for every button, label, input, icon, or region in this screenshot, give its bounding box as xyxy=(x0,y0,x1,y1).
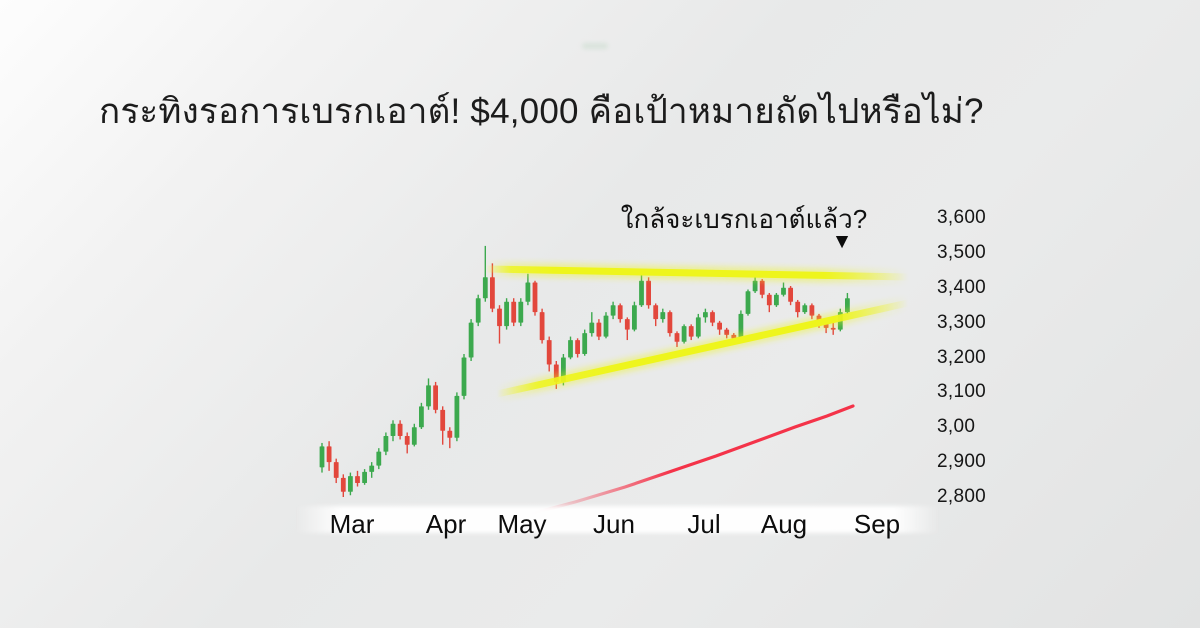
upper-trendline xyxy=(482,265,912,281)
candle-body xyxy=(724,329,730,335)
candle-body xyxy=(845,298,850,313)
candle-body xyxy=(781,287,786,295)
candle-body xyxy=(383,435,389,452)
candle-body xyxy=(788,287,793,302)
candle-body xyxy=(617,305,623,320)
candle-body xyxy=(830,327,836,330)
candle-body xyxy=(646,280,651,306)
x-axis-tick: Jun xyxy=(593,509,635,539)
candle-body xyxy=(369,465,375,472)
candle-body xyxy=(610,305,616,316)
candle-body xyxy=(795,301,801,313)
candle-body xyxy=(802,305,808,313)
x-axis-tick: Jul xyxy=(687,509,721,539)
candle-body xyxy=(632,305,637,330)
candle-body xyxy=(681,326,687,342)
candle-body xyxy=(703,312,708,318)
candle-body xyxy=(440,409,446,431)
candle-body xyxy=(738,313,744,339)
candle-body xyxy=(355,476,360,484)
candle-body xyxy=(752,280,758,292)
x-axis-tick: Aug xyxy=(760,509,808,539)
candle-body xyxy=(482,277,488,299)
candle-body xyxy=(319,446,325,468)
y-axis-tick: 3,200 xyxy=(937,346,987,368)
candle-body xyxy=(766,294,772,306)
y-axis-tick: 3,300 xyxy=(937,311,987,333)
y-axis-tick: 3,500 xyxy=(937,241,987,263)
y-axis-tick: 3,400 xyxy=(937,276,987,298)
watermark-smudge xyxy=(582,43,608,49)
candle-body xyxy=(390,423,396,436)
candles xyxy=(319,245,850,497)
y-axis-tick: 2,900 xyxy=(937,451,987,473)
candle-body xyxy=(376,451,382,466)
candle-body xyxy=(539,312,545,341)
candle-body xyxy=(674,333,680,342)
candle-body xyxy=(426,385,431,407)
candle-body xyxy=(653,305,659,320)
y-axis-tick: 3,100 xyxy=(937,381,987,403)
candle-body xyxy=(333,462,339,478)
candle-body xyxy=(468,322,474,358)
ma-line xyxy=(521,404,855,518)
candle-body xyxy=(710,312,715,323)
candle-body xyxy=(759,280,765,295)
candle-body xyxy=(362,471,367,484)
candle-body xyxy=(326,446,332,463)
candle-body xyxy=(568,340,573,358)
candle-body xyxy=(575,340,580,355)
candle-body xyxy=(603,315,609,337)
x-axis-tick: Apr xyxy=(425,509,467,539)
candle-body xyxy=(461,357,467,396)
candle-body xyxy=(497,308,502,327)
candle-body xyxy=(490,277,495,309)
candle-body xyxy=(589,322,595,334)
candle-body xyxy=(475,298,481,323)
candle-body xyxy=(504,301,509,327)
candle-body xyxy=(667,312,673,334)
candle-body xyxy=(525,282,531,302)
candle-body xyxy=(582,333,588,355)
candle-body xyxy=(411,427,417,445)
candle-body xyxy=(809,305,815,316)
candle-body xyxy=(404,435,410,445)
candle-body xyxy=(774,294,779,306)
page-title: กระทิงรอการเบรกเอาต์! $4,000 คือเป้าหมาย… xyxy=(99,92,984,131)
breakout-annotation: ใกล้จะเบรกเอาต์แล้ว? xyxy=(620,204,868,234)
candle-body xyxy=(397,423,403,436)
candle-body xyxy=(596,322,602,337)
candle-body xyxy=(433,385,438,410)
candle-body xyxy=(695,317,701,337)
breakout-marker-icon: ▼ xyxy=(831,230,853,253)
candle-body xyxy=(454,395,460,438)
candle-body xyxy=(419,406,424,428)
month-axis-band xyxy=(295,506,940,533)
candle-body xyxy=(688,326,694,337)
candle-body xyxy=(639,280,644,306)
candle-body xyxy=(348,476,353,492)
y-axis-tick: 3,00 xyxy=(937,416,976,438)
y-axis-tick: 2,800 xyxy=(937,486,987,507)
candle-body xyxy=(624,319,630,330)
candle-body xyxy=(546,340,552,365)
candle-body xyxy=(717,322,722,330)
candle-body xyxy=(532,282,538,313)
x-axis-tick: Sep xyxy=(853,509,901,539)
y-axis-tick: 3,600 xyxy=(937,207,987,228)
x-axis-tick: Mar xyxy=(329,509,375,539)
lower-trendline xyxy=(493,299,912,398)
candle-body xyxy=(518,301,524,323)
candle-body xyxy=(447,430,453,438)
candle-body xyxy=(745,291,751,314)
candle-body xyxy=(340,477,346,492)
candle-body xyxy=(660,312,666,320)
x-axis-tick: May xyxy=(497,509,547,539)
candle-body xyxy=(511,301,517,323)
